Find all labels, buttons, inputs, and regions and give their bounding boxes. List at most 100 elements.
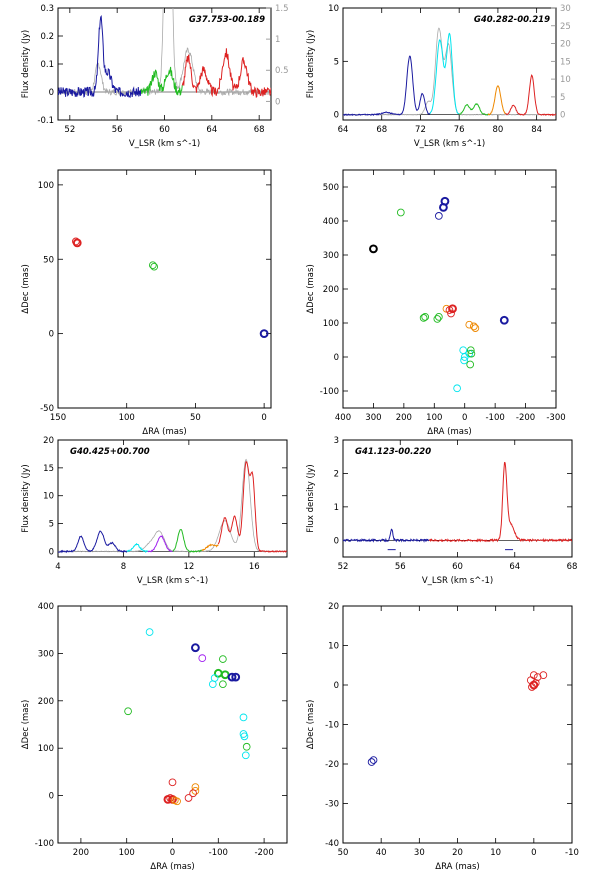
x-axis-label: ΔRA (mas) (435, 862, 479, 872)
y-tick-label: 15 (43, 464, 54, 474)
y2-tick-label: 25 (560, 22, 571, 32)
x-tick-label: 56 (112, 125, 123, 135)
maser-spot (240, 732, 249, 741)
y-tick-label: 0 (49, 547, 54, 557)
map-points (369, 196, 509, 393)
spectrum-series-line-4 (201, 543, 219, 552)
x-axis-label: V_LSR (km s^-1) (414, 139, 485, 149)
y-tick-label: 0.1 (40, 60, 54, 70)
source-title: G40.282-00.219 (474, 15, 550, 25)
y-tick-label: 20 (328, 602, 339, 612)
maser-spot (435, 212, 443, 220)
x-tick-label: 8 (121, 562, 126, 572)
y2-tick-label: 20 (560, 40, 571, 50)
x-tick-label: 64 (338, 125, 349, 135)
spectrum-traces (343, 27, 556, 117)
x-tick-label: 40 (376, 848, 387, 858)
spectrum-traces (58, 8, 271, 99)
x-tick-label: 10 (490, 848, 501, 858)
x-tick-label: 64 (509, 562, 520, 572)
y2-tick-label: 0 (560, 111, 565, 121)
x-tick-label: 84 (531, 125, 542, 135)
y-tick-label: 50 (43, 255, 54, 265)
y-tick-label: 100 (323, 319, 339, 329)
y-axis-label: ΔDec (mas) (21, 700, 31, 750)
x-tick-label: 56 (395, 562, 406, 572)
y-tick-label: 10 (328, 4, 339, 14)
spectrum-series-line-1 (140, 66, 183, 97)
y-tick-label: 500 (323, 183, 339, 193)
spectrum-series-line-1 (126, 542, 149, 554)
maser-spot (239, 713, 248, 722)
maser-spot (466, 360, 475, 369)
y-tick-label: 0 (49, 88, 54, 98)
maser-spot (448, 304, 457, 314)
maser-spot (242, 742, 251, 751)
maser-spot (465, 349, 474, 358)
x-tick-label: 0 (170, 848, 175, 858)
map-panel-g40-425: 200 100 0 -100 -200 -100 0 100 200 300 400 ΔRA (mas… (21, 602, 288, 872)
x-tick-label: 20 (452, 848, 463, 858)
spectrum-series-line-0 (58, 14, 142, 99)
y-axis-label: ΔDec (mas) (21, 264, 31, 314)
y2-tick-label: 1.5 (275, 4, 289, 14)
maser-spot (465, 320, 474, 329)
source-title: G41.123-00.220 (355, 447, 431, 457)
maser-spot (529, 680, 539, 690)
spectrum-panel-g40-425: 4 8 12 16 0 5 10 15 20 V_LSR (km s^-1) Flux densit… (21, 436, 288, 586)
maser-spot (421, 313, 430, 321)
map-panel-g40-282: 400 300 200 100 0 -100 -200 -300 -100 0 100 200 300 4… (306, 169, 566, 437)
maser-spot (72, 237, 80, 246)
maser-spot (72, 238, 82, 248)
spectrum-series-line-0 (343, 55, 431, 117)
maser-spot (208, 680, 217, 689)
spectrum-series-line-1 (428, 461, 572, 543)
maser-spot (213, 668, 223, 678)
maser-spot (189, 789, 197, 798)
spectrum-panel-g37: 52 56 60 64 68 -0.1 0 0.1 0.2 0.3 0 0.5 1 1.5 V_LSR (k… (21, 4, 289, 149)
spectrum-series-line-5 (217, 461, 287, 553)
y-tick-label: 0 (334, 111, 339, 121)
plot-frame (342, 7, 557, 121)
x-tick-label: 16 (249, 562, 260, 572)
y-tick-label: 200 (323, 285, 339, 295)
y-tick-label: -40 (325, 839, 339, 849)
maser-spot (198, 654, 207, 662)
spectrum-traces (343, 461, 572, 551)
y2-tick-label: 30 (560, 4, 571, 14)
x-tick-label: 400 (335, 413, 351, 423)
spectrum-series-line-0 (58, 530, 128, 554)
y2-tick-label: 15 (560, 57, 571, 67)
maser-spot (259, 329, 269, 339)
x-tick-label: 30 (414, 848, 425, 858)
x-tick-label: 50 (338, 848, 349, 858)
maser-spot (526, 676, 535, 685)
plot-frame (342, 169, 557, 409)
y-axis-label: Flux density (Jy) (21, 464, 31, 532)
maser-spot (148, 261, 157, 270)
x-tick-label: -10 (565, 848, 579, 858)
maser-spot (447, 309, 455, 318)
spectrum-series-line-3 (172, 528, 203, 553)
x-tick-label: -200 (254, 848, 273, 858)
y-tick-label: -100 (320, 387, 339, 397)
x-tick-label: -100 (485, 413, 504, 423)
map-panel-g41: 50 40 30 20 10 0 -10 -40 -30 -20 -10 0 10 20 ΔRA (mas)… (306, 602, 579, 872)
y-tick-label: 2 (334, 469, 339, 479)
maser-spot (219, 655, 227, 663)
x-tick-label: 4 (55, 562, 60, 572)
x-tick-label: 68 (567, 562, 578, 572)
x-tick-label: 76 (454, 125, 465, 135)
y-tick-label: 10 (328, 642, 339, 652)
y-tick-label: 20 (43, 436, 54, 446)
map-points (367, 671, 548, 766)
source-title: G37.753-00.189 (189, 15, 265, 25)
x-tick-label: 60 (159, 125, 170, 135)
x-tick-label: 12 (183, 562, 194, 572)
y-axis-label: Flux density (Jy) (306, 30, 316, 98)
y-tick-label: -20 (325, 760, 339, 770)
y2-tick-label: 10 (560, 75, 571, 85)
y-tick-label: -30 (325, 800, 339, 810)
x-tick-label: 50 (190, 413, 201, 423)
